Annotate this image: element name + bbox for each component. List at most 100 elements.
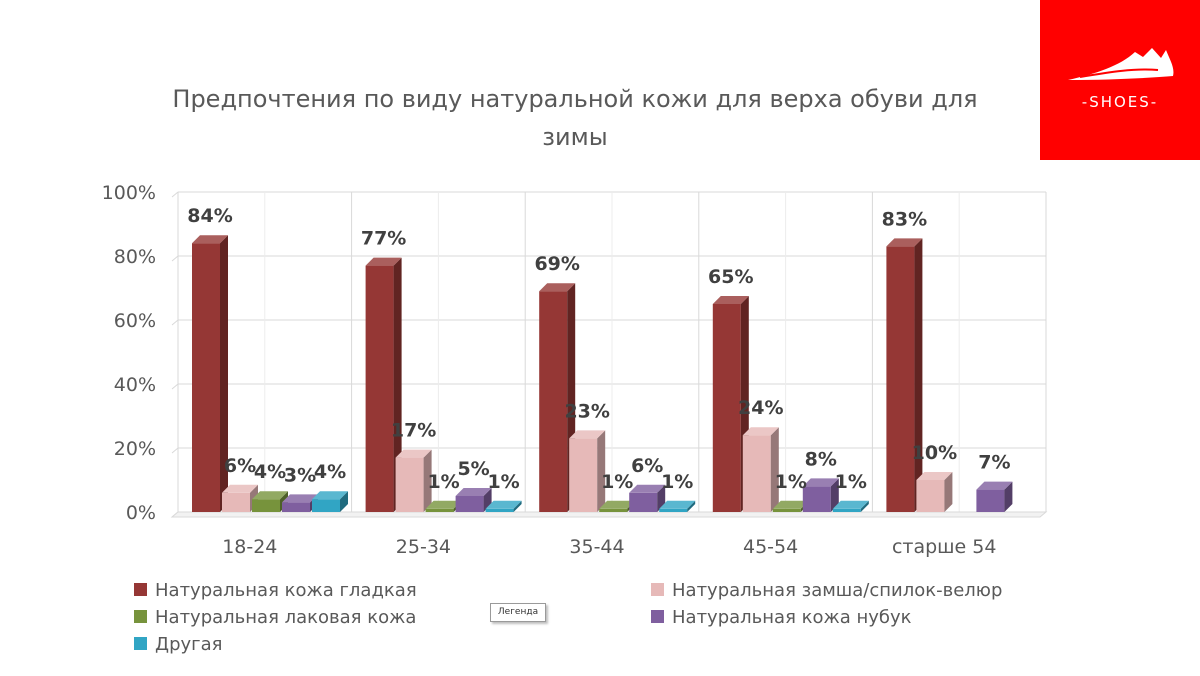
- data-label: 8%: [805, 448, 837, 470]
- bar: [976, 481, 1013, 512]
- bar-front: [832, 508, 861, 512]
- bar-side: [944, 472, 953, 512]
- bar-top: [569, 430, 606, 439]
- data-label: 1%: [835, 471, 867, 493]
- data-label: 10%: [912, 442, 957, 464]
- bar-top: [916, 472, 953, 480]
- bar-top: [365, 257, 402, 266]
- legend-swatch: [651, 610, 664, 623]
- bar-front: [282, 502, 310, 512]
- bar: [192, 235, 228, 512]
- chart-title: Предпочтения по виду натуральной кожи дл…: [172, 85, 977, 151]
- bar-side: [423, 449, 432, 512]
- gridline-depth: [171, 191, 179, 198]
- data-label: 5%: [457, 458, 489, 480]
- y-tick-label: 20%: [114, 438, 156, 460]
- bar-front: [539, 291, 568, 512]
- shoe-logo-icon: [1068, 48, 1174, 80]
- bar-top: [886, 238, 923, 247]
- bar: [802, 478, 839, 512]
- legend-label: Натуральная кожа нубук: [672, 607, 912, 628]
- bar-top: [282, 494, 318, 503]
- bar-front: [425, 508, 454, 512]
- data-label: 1%: [427, 471, 459, 493]
- bar-top: [252, 491, 288, 500]
- data-label: 4%: [254, 461, 286, 483]
- bar-front: [455, 496, 484, 512]
- bar: [569, 430, 606, 512]
- bar-front: [629, 492, 658, 512]
- bar: [629, 484, 666, 512]
- bar: [712, 296, 749, 512]
- bars: [192, 235, 1013, 512]
- bar-top: [599, 500, 636, 509]
- legend-swatch: [134, 583, 147, 596]
- chart-floor: [170, 511, 1048, 518]
- data-label: 77%: [361, 228, 406, 250]
- bar-front: [312, 499, 340, 512]
- bar-side: [1004, 481, 1013, 512]
- bar-side: [513, 500, 522, 512]
- data-label: 6%: [224, 455, 256, 477]
- data-label: 1%: [775, 471, 807, 493]
- data-label: 1%: [661, 471, 693, 493]
- x-tick-label: 25-34: [396, 536, 451, 558]
- data-label: 1%: [487, 471, 519, 493]
- y-tick-label: 60%: [114, 310, 156, 332]
- y-tick-label: 100%: [102, 182, 156, 204]
- data-label: 7%: [978, 452, 1010, 474]
- data-label: 17%: [391, 420, 436, 442]
- bar-top: [539, 283, 576, 292]
- bar-front: [599, 508, 628, 512]
- bar-front: [365, 265, 394, 512]
- legend-label: Другая: [155, 634, 222, 655]
- bar: [659, 500, 696, 512]
- bar-front: [192, 243, 220, 512]
- bar: [395, 449, 432, 512]
- shoes-logo: -SHOES-: [1040, 0, 1200, 160]
- legend-swatch: [134, 637, 147, 650]
- legend-swatch: [134, 610, 147, 623]
- data-label: 69%: [534, 253, 579, 275]
- chart-title-line: зимы: [542, 123, 607, 151]
- bar-front: [395, 457, 424, 512]
- bar-front: [485, 508, 514, 512]
- bar-top: [455, 488, 492, 496]
- bar-top: [629, 484, 666, 493]
- bar-top: [712, 296, 749, 304]
- bar-side: [914, 238, 923, 512]
- data-label: 4%: [314, 461, 346, 483]
- bar: [485, 500, 522, 512]
- bar: [832, 500, 869, 512]
- bar-top: [802, 478, 839, 487]
- gridline-depth: [171, 383, 179, 390]
- bar-top: [659, 500, 696, 509]
- legend: Натуральная кожа гладкая Натуральная замш…: [134, 580, 1002, 655]
- bar-top: [832, 500, 869, 509]
- data-label: 83%: [882, 208, 927, 230]
- bar-front: [742, 435, 771, 512]
- data-label: 6%: [631, 455, 663, 477]
- bar-top: [742, 427, 779, 436]
- y-tick-label: 40%: [114, 374, 156, 396]
- legend-tooltip: Легенда: [490, 603, 546, 622]
- bar-top: [395, 449, 432, 458]
- bar-front: [659, 508, 688, 512]
- bar-top: [485, 500, 522, 509]
- bar-side: [393, 257, 402, 512]
- bar-front: [222, 492, 250, 512]
- bar-top: [192, 235, 228, 244]
- legend-swatch: [651, 583, 664, 596]
- data-label: 65%: [708, 266, 753, 288]
- bar-top: [772, 500, 809, 509]
- bar-front: [976, 489, 1005, 512]
- bar-side: [770, 427, 779, 512]
- bar-side: [597, 430, 606, 512]
- x-tick-label: 35-44: [569, 536, 624, 558]
- bar: [886, 238, 923, 512]
- bar-side: [340, 491, 348, 512]
- bar-front: [712, 304, 741, 512]
- legend-label: Натуральная кожа гладкая: [155, 580, 417, 601]
- grid: 0% 20% 40% 60% 80% 100% 18-24 25-34 35-44 45-54 ст…: [102, 182, 1048, 558]
